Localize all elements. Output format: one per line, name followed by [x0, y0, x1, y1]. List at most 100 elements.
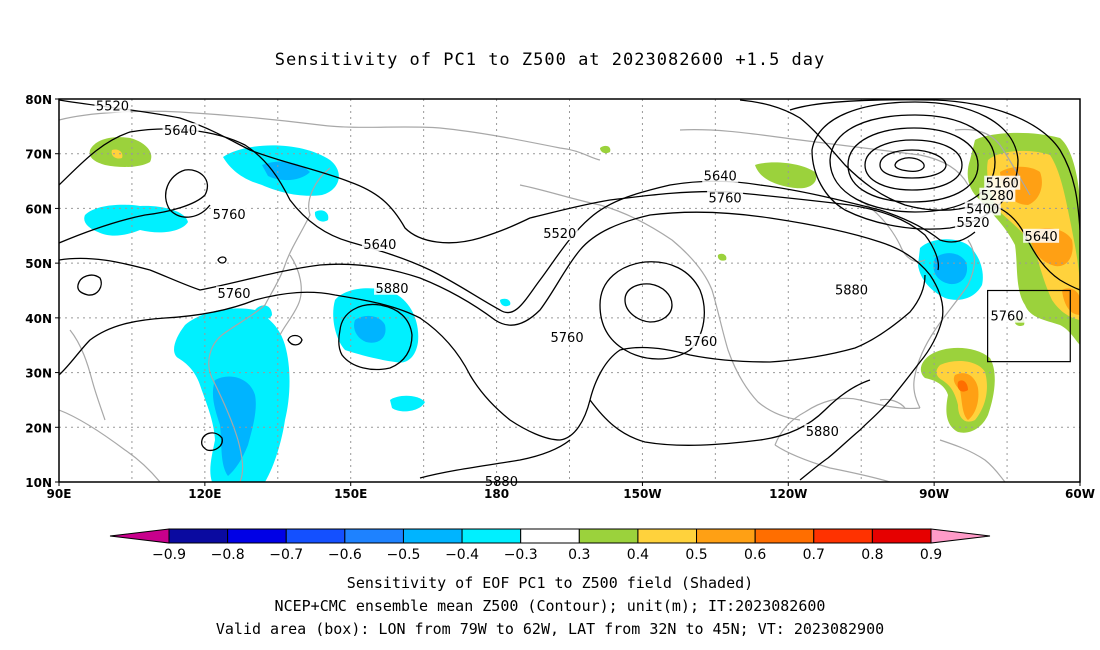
contour-label-bg	[984, 175, 1021, 190]
colorbar-label: −0.8	[211, 547, 245, 563]
colorbar-swatch	[461, 528, 522, 544]
colorbar-swatch	[813, 528, 873, 544]
caption-shading: Sensitivity of EOF PC1 to Z500 field (Sh…	[346, 574, 754, 592]
contour-small-ring-d	[217, 256, 227, 264]
contour-5880-bottom	[419, 439, 571, 479]
contour-low-ne-2	[864, 139, 963, 191]
lon-label: 150E	[334, 487, 367, 501]
colorbar-swatch	[168, 528, 229, 544]
contour-label: 5280	[981, 189, 1014, 204]
contour-label-bg	[955, 215, 992, 230]
colorbar-swatch	[637, 528, 698, 544]
pos-region-greenland-orange3	[1062, 288, 1080, 315]
coast-canada-arctic	[679, 129, 969, 186]
colorbar-label: 0.6	[744, 547, 766, 563]
contour-5760-low-east	[599, 261, 705, 360]
map-title: Sensitivity of PC1 to Z500 at 2023082600…	[274, 50, 826, 70]
lat-label: 50N	[25, 257, 52, 271]
coast-india	[69, 329, 106, 421]
lon-label: 120W	[769, 487, 807, 501]
colorbar-label: −0.7	[269, 547, 303, 563]
contour-label-bg	[94, 98, 131, 113]
colorbar-swatch	[402, 528, 463, 544]
contour-5880-high-pacific	[338, 303, 413, 371]
pos-region-canada	[755, 162, 817, 189]
contour-low-ne-4	[829, 114, 996, 213]
lat-label: 70N	[25, 148, 52, 162]
lat-label: 20N	[25, 421, 52, 435]
contour-5880-a	[59, 291, 591, 441]
map-frame	[58, 98, 1081, 483]
colorbar-swatch	[344, 528, 404, 544]
contour-label: 5760	[709, 191, 742, 206]
lon-label: 150W	[623, 487, 661, 501]
coast-japan	[279, 254, 302, 336]
colorbar-right-arrow	[930, 528, 991, 544]
contour-label: 5880	[835, 283, 868, 298]
contour-low-ne-3	[847, 127, 979, 203]
contour-label: 5520	[543, 227, 576, 242]
longitude-labels: 90E 120E 150E 180 150W 120W 90W 60W	[47, 482, 1095, 501]
neg-region-pacific-core	[354, 315, 386, 343]
colorbar-swatch	[696, 528, 756, 544]
contour-label-bg	[833, 282, 870, 297]
colorbar-label: 0.3	[568, 547, 590, 563]
lat-label: 60N	[25, 202, 52, 216]
colorbar-swatch	[754, 528, 815, 544]
caption-valid-area: Valid area (box): LON from 79W to 62W, L…	[215, 620, 885, 638]
contour-low-ne-7	[739, 99, 1080, 291]
contour-small-ring-c	[201, 432, 223, 452]
contour-label-bg	[541, 226, 578, 241]
contour-small-ring-a	[77, 274, 102, 296]
colorbar-label: 0.8	[861, 547, 883, 563]
neg-region-small	[314, 210, 329, 222]
contour-label: 5640	[1025, 230, 1058, 245]
contour-label-bg	[483, 473, 520, 488]
contour-label-bg	[964, 201, 1001, 216]
contour-ne-inner	[894, 157, 925, 173]
contour-5880-south	[589, 379, 871, 446]
contour-5760-a	[59, 169, 211, 244]
neg-region-canada-east-core	[933, 253, 968, 285]
coast-south-america	[939, 439, 1006, 482]
contour-label: 5640	[704, 170, 737, 185]
valid-area-box	[987, 289, 1071, 363]
contour-5520	[59, 99, 940, 271]
contour-label-bg	[707, 190, 744, 205]
contour-label: 5760	[217, 287, 250, 302]
colorbar-swatch	[520, 528, 580, 544]
coast-caribbean	[879, 398, 906, 409]
colorbar: −0.9 −0.8 −0.7 −0.6 −0.5 −0.4 −0.3 0.3 0.4 0.5 0.6…	[109, 528, 991, 563]
coast-asia-east	[208, 167, 331, 482]
colorbar-label: −0.4	[445, 547, 479, 563]
coast-greenland	[954, 128, 1031, 196]
caption-contour: NCEP+CMC ensemble mean Z500 (Contour); u…	[274, 597, 826, 615]
colorbar-swatch	[871, 528, 932, 544]
contour-5760-main	[59, 211, 944, 481]
contour-5880-east	[589, 274, 926, 401]
lon-label: 60W	[1065, 487, 1095, 501]
contour-label-bg	[162, 123, 199, 138]
colorbar-label: −0.3	[504, 547, 538, 563]
lon-label: 90E	[47, 487, 72, 501]
lon-label: 90W	[919, 487, 949, 501]
pos-region-west-core	[111, 149, 123, 159]
contour-label-bg	[702, 168, 739, 183]
contour-label-bg	[682, 333, 719, 348]
contour-label: 5760	[991, 310, 1024, 325]
contour-label: 5520	[956, 216, 989, 231]
contour-label-bg	[979, 187, 1016, 202]
contour-low-ne-1	[879, 149, 947, 179]
neg-region-korea	[255, 305, 272, 320]
colorbar-label: 0.9	[920, 547, 942, 563]
colorbar-swatch	[227, 528, 287, 544]
coast-alaska	[519, 184, 801, 421]
contour-label-bg	[1023, 228, 1060, 243]
colorbar-label: 0.4	[627, 547, 649, 563]
contour-label-bg	[361, 236, 398, 251]
contour-small-ring-b	[287, 334, 303, 346]
contour-label-bg	[211, 206, 248, 221]
lon-label: 180	[484, 487, 509, 501]
coast-southasia	[59, 409, 161, 482]
